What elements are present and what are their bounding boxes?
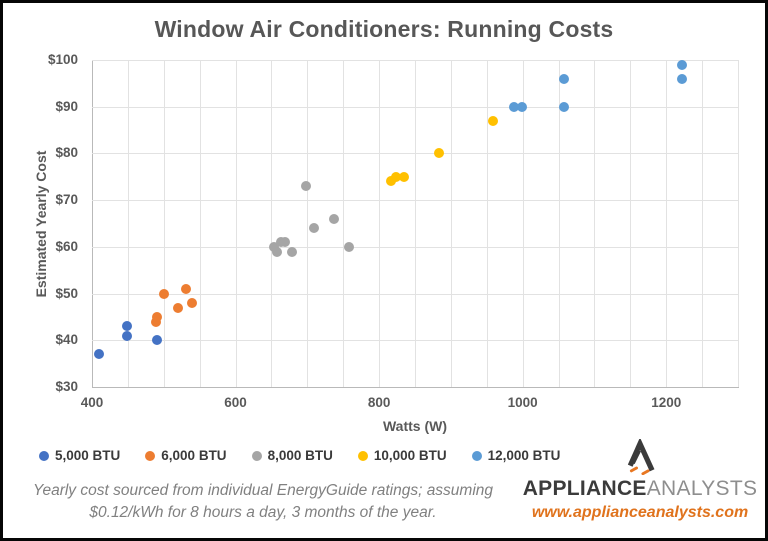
brand-wordmark: APPLIANCEANALYSTS	[521, 477, 759, 501]
vertical-gridline	[199, 60, 201, 387]
data-point	[328, 213, 339, 224]
vertical-gridline	[594, 60, 596, 387]
x-tick-label: 400	[80, 395, 104, 410]
data-point	[559, 101, 570, 112]
legend-marker-icon	[357, 450, 368, 461]
legend-item: 5,000 BTU	[39, 448, 120, 463]
brand-url-link[interactable]: www.applianceanalysts.com	[531, 504, 749, 521]
data-point	[158, 288, 169, 299]
brand-wordmark-analysts: ANALYSTS	[646, 477, 758, 500]
brand-wordmark-appliance: APPLIANCE	[522, 477, 647, 500]
horizontal-gridline	[92, 106, 738, 108]
x-tick-label: 1200	[651, 395, 682, 410]
legend-item: 8,000 BTU	[251, 448, 333, 463]
data-point	[677, 59, 687, 70]
legend-label: 6,000 BTU	[161, 448, 227, 463]
horizontal-gridline	[92, 153, 738, 155]
legend-label: 5,000 BTU	[55, 448, 121, 463]
data-point	[286, 246, 297, 257]
data-point	[398, 171, 409, 182]
y-tick-label: $40	[55, 332, 78, 348]
horizontal-gridline	[92, 293, 738, 295]
legend-item: 12,000 BTU	[471, 448, 561, 463]
data-point	[272, 246, 283, 257]
plot-area	[92, 60, 739, 388]
legend-marker-icon	[145, 450, 156, 461]
data-point	[516, 101, 527, 112]
vertical-gridline	[522, 60, 524, 387]
y-axis-title: Estimated Yearly Cost	[33, 150, 49, 298]
footnote-line-2: $0.12/kWh for 8 hours a day, 3 months of…	[89, 504, 437, 521]
data-point	[559, 73, 570, 84]
chart-title: Window Air Conditioners: Running Costs	[154, 16, 614, 42]
horizontal-gridline	[92, 60, 738, 61]
horizontal-gridline	[92, 246, 738, 248]
data-point	[434, 148, 445, 159]
vertical-gridline	[666, 60, 668, 387]
vertical-gridline	[486, 60, 488, 387]
x-tick-label: 800	[367, 395, 391, 410]
data-point	[122, 321, 133, 332]
data-point	[181, 283, 192, 294]
vertical-gridline	[127, 60, 129, 387]
data-point	[343, 241, 354, 252]
footnote-line-1: Yearly cost sourced from individual Ener…	[32, 482, 494, 499]
vertical-gridline	[307, 60, 309, 387]
x-tick-label: 1000	[507, 395, 538, 410]
x-tick-label: 600	[224, 395, 247, 410]
footnote-text: Yearly cost sourced from individual Ener…	[7, 480, 519, 524]
y-tick-label: $80	[55, 145, 78, 161]
y-tick-label: $30	[55, 379, 78, 394]
legend-label: 8,000 BTU	[267, 448, 333, 463]
legend-marker-icon	[471, 450, 482, 461]
y-tick-label: $90	[55, 98, 78, 114]
data-point	[151, 335, 162, 346]
mountain-a-icon	[627, 439, 655, 475]
chart-legend: 5,000 BTU 6,000 BTU 8,000 BTU 10,000 BTU 12,…	[39, 448, 560, 463]
data-point	[152, 311, 163, 322]
vertical-gridline	[379, 60, 381, 387]
vertical-gridline	[558, 60, 560, 387]
vertical-gridline	[163, 60, 165, 387]
vertical-gridline	[415, 60, 416, 387]
data-point	[488, 115, 499, 126]
y-tick-label: $50	[55, 285, 78, 301]
legend-label: 12,000 BTU	[487, 448, 561, 463]
legend-label: 10,000 BTU	[373, 448, 447, 463]
data-point	[187, 297, 198, 308]
data-point	[300, 181, 311, 192]
y-tick-label: $100	[47, 52, 78, 67]
brand-logo: APPLIANCEANALYSTS www.applianceanalysts.…	[521, 439, 759, 522]
horizontal-gridline	[92, 200, 738, 202]
data-point	[677, 73, 687, 84]
legend-marker-icon	[39, 450, 49, 461]
horizontal-gridline	[92, 340, 738, 342]
vertical-gridline	[738, 60, 739, 387]
x-axis-title: Watts (W)	[382, 418, 448, 434]
vertical-gridline	[235, 60, 237, 387]
data-point	[94, 349, 105, 360]
legend-item: 10,000 BTU	[357, 448, 447, 463]
vertical-gridline	[343, 60, 345, 387]
data-point	[509, 101, 520, 112]
legend-item: 6,000 BTU	[145, 448, 227, 463]
y-tick-label: $70	[55, 192, 78, 208]
legend-marker-icon	[251, 450, 262, 461]
y-tick-label: $60	[55, 238, 78, 254]
data-point	[391, 171, 402, 182]
data-point	[173, 302, 184, 313]
vertical-gridline	[702, 60, 704, 387]
data-point	[122, 330, 133, 341]
data-point	[280, 237, 291, 248]
vertical-gridline	[630, 60, 632, 387]
vertical-gridline	[450, 60, 452, 387]
vertical-gridline	[271, 60, 273, 387]
data-point	[385, 176, 396, 187]
data-point	[308, 223, 319, 234]
